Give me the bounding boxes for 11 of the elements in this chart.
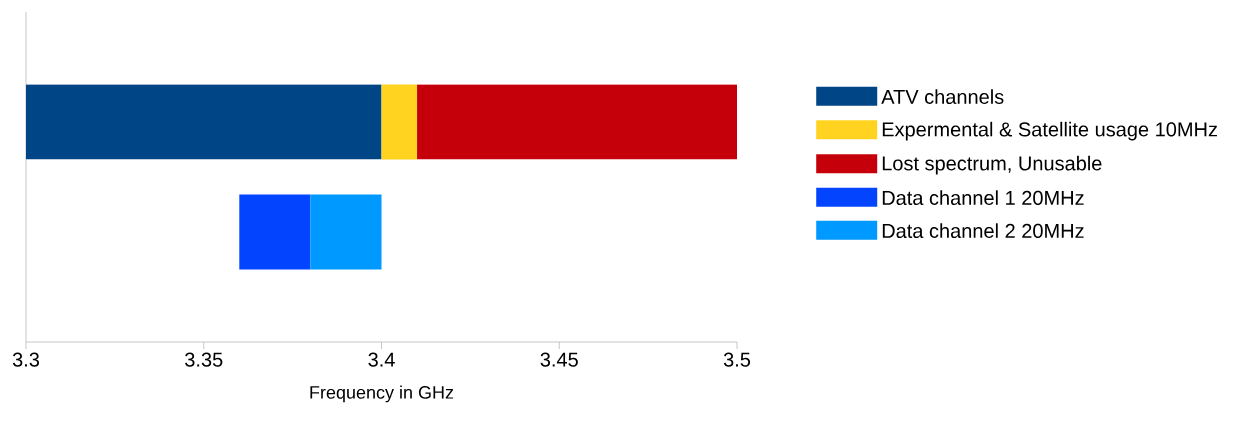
legend-label: Data channel 1 20MHz	[882, 190, 1084, 205]
x-axis-title: Frequency in GHz	[310, 385, 454, 403]
x-tick-label: 3.35	[185, 352, 223, 367]
legend-label: ATV channels	[881, 89, 1004, 104]
legend-label: Expermental & Satellite usage 10MHz	[882, 121, 1217, 141]
legend-label: Lost spectrum, Unusable	[882, 155, 1102, 175]
x-tick-label: 3.5	[723, 352, 751, 367]
legend-label: Data channel 2 20MHz	[882, 223, 1084, 238]
x-tick-label: 3.3	[12, 352, 40, 367]
x-tick-label: 3.4	[368, 352, 395, 367]
x-tick-label: 3.45	[540, 352, 578, 367]
